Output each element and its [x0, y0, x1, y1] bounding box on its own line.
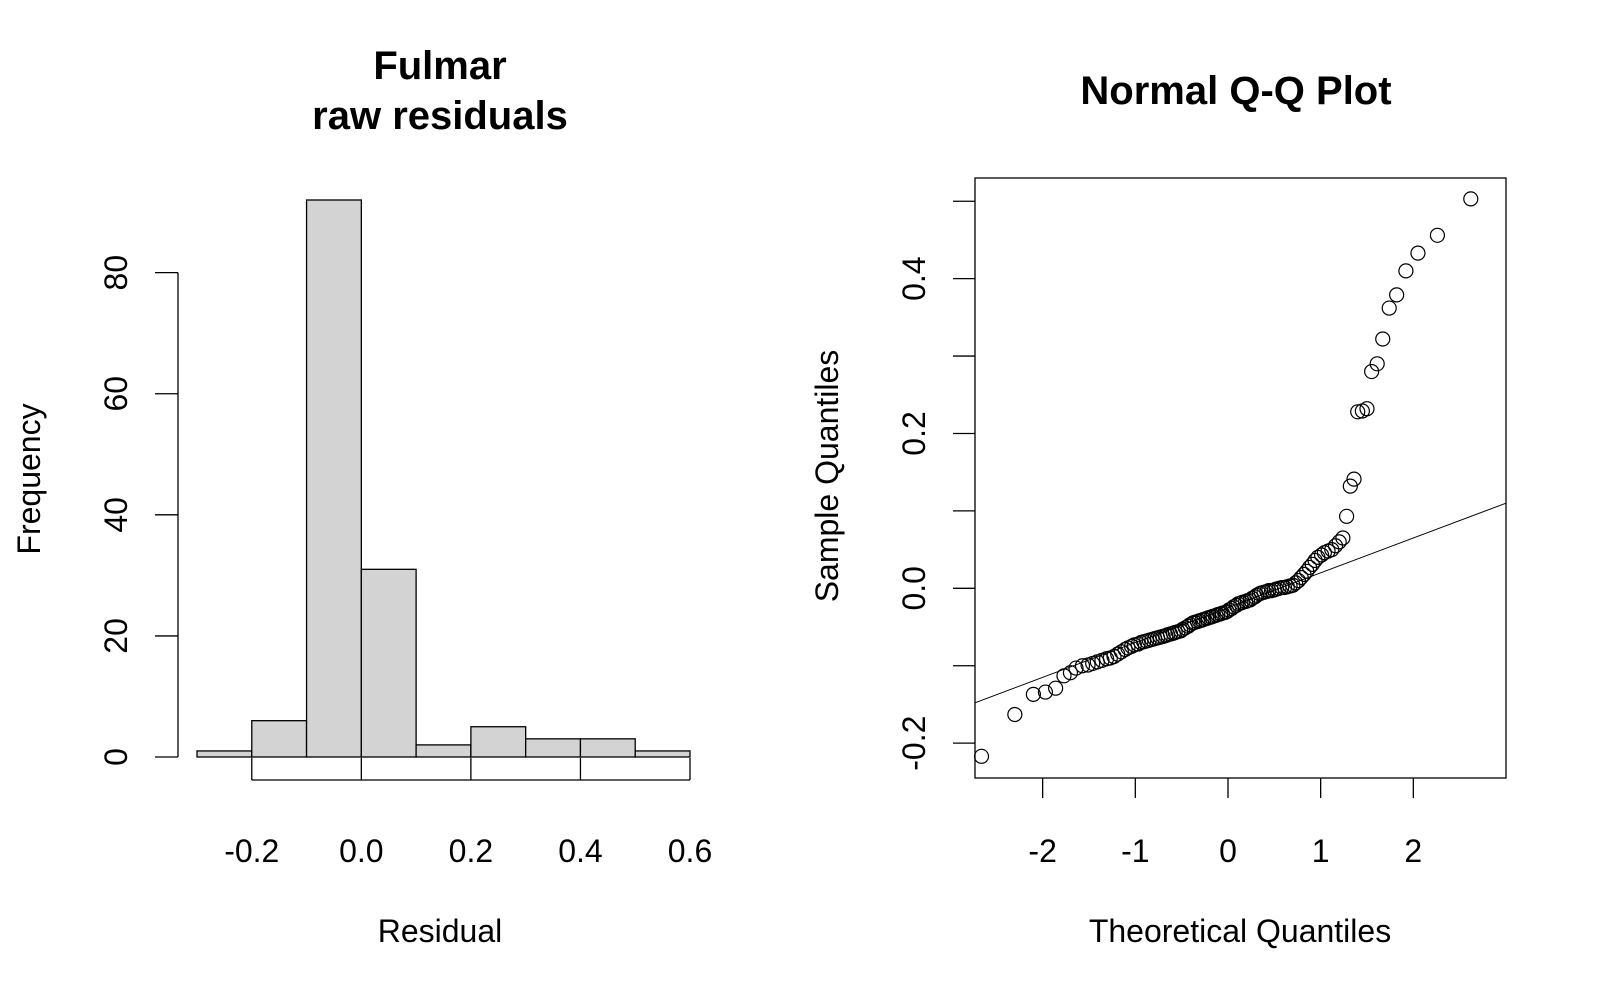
qq-point — [1350, 404, 1366, 420]
qq-point — [1285, 577, 1301, 593]
histogram-x-tick-label: 0.4 — [558, 833, 602, 869]
histogram-y-tick-label: 80 — [98, 255, 134, 291]
qq-point — [1335, 530, 1351, 546]
qq-point — [1410, 245, 1426, 261]
qq-point — [1389, 287, 1405, 303]
histogram-bar — [360, 568, 417, 758]
qq-x-tick-label: 1 — [1312, 833, 1330, 869]
qq-point — [1398, 263, 1414, 279]
qq-y-axis: -0.2 0.0 0.2 0.4 — [896, 200, 975, 771]
qq-point — [1290, 572, 1307, 589]
histogram-x-tick-label: 0.0 — [339, 833, 383, 869]
qq-y-tick-label: 0.0 — [896, 566, 932, 610]
histogram-x-tick-label: -0.2 — [224, 833, 279, 869]
qq-point — [1177, 620, 1193, 636]
qq-point — [1429, 227, 1446, 243]
histogram-bar — [251, 720, 308, 758]
qq-point — [1339, 508, 1355, 524]
qq-x-tick-label: 0 — [1219, 833, 1237, 869]
qq-point — [1359, 401, 1375, 417]
qq-point — [1007, 706, 1023, 723]
qq-point — [1463, 191, 1479, 207]
qq-point — [973, 748, 990, 764]
histogram-x-tick-label: 0.6 — [668, 833, 712, 869]
qq-point — [1342, 478, 1358, 494]
histogram-panel: Fulmar raw residuals -0.2 0.0 0.2 0.4 0.6 0 2… — [11, 44, 712, 949]
histogram-bar — [579, 738, 636, 758]
qq-y-tick-label: -0.2 — [896, 716, 932, 771]
qq-point — [1048, 680, 1064, 696]
qq-point — [1346, 471, 1362, 487]
qq-x-axis: -2 -1 0 1 2 — [1028, 778, 1422, 869]
qq-x-axis-title: Theoretical Quantiles — [1089, 913, 1391, 949]
qq-x-tick-label: -1 — [1121, 833, 1149, 869]
qq-y-tick-label: 0.4 — [896, 256, 932, 300]
histogram-bar — [415, 744, 472, 758]
qq-point — [1025, 686, 1041, 702]
qq-y-tick-label: 0.2 — [896, 411, 932, 455]
histogram-bar — [305, 199, 362, 758]
histogram-bar — [470, 726, 527, 758]
qq-x-tick-label: 2 — [1404, 833, 1422, 869]
histogram-y-axis: 0 20 40 60 80 — [98, 255, 179, 766]
qq-point — [1244, 590, 1260, 606]
histogram-y-tick-label: 40 — [98, 497, 134, 533]
qq-point — [1369, 356, 1385, 372]
histogram-x-tick-label: 0.2 — [449, 833, 493, 869]
histogram-title-line-2: raw residuals — [312, 94, 568, 138]
histogram-y-axis-title: Frequency — [11, 403, 47, 554]
qq-y-axis-title: Sample Quantiles — [809, 350, 845, 603]
qq-points — [973, 191, 1479, 764]
histogram-title-line-1: Fulmar — [373, 44, 506, 88]
qq-point — [1331, 534, 1347, 550]
qq-point — [1293, 569, 1309, 586]
qq-point — [1062, 665, 1079, 681]
qq-plot-title: Normal Q-Q Plot — [1080, 69, 1391, 113]
qq-point — [1106, 648, 1122, 665]
qq-x-tick-label: -2 — [1028, 833, 1056, 869]
histogram-x-axis-title: Residual — [378, 913, 503, 949]
qq-point — [1364, 363, 1380, 380]
histogram-bar — [634, 750, 691, 758]
qq-point — [1288, 575, 1304, 591]
qq-point — [1037, 684, 1054, 700]
histogram-bar — [525, 738, 582, 758]
qq-point — [1381, 300, 1397, 316]
histogram-y-tick-label: 0 — [98, 748, 134, 766]
qq-point — [1068, 660, 1084, 676]
histogram-y-tick-label: 20 — [98, 618, 134, 654]
histogram-bars — [196, 199, 691, 758]
histogram-bar — [196, 750, 253, 758]
qq-point — [1074, 658, 1091, 674]
qq-point — [1375, 331, 1391, 347]
histogram-x-axis: -0.2 0.0 0.2 0.4 0.6 — [224, 758, 712, 869]
qq-plot-box — [974, 177, 1507, 779]
histogram-y-tick-label: 60 — [98, 376, 134, 412]
qq-plot-panel: Normal Q-Q Plot -2 -1 0 1 2 -0.2 0.0 0.2 0.4 Th… — [809, 69, 1507, 949]
